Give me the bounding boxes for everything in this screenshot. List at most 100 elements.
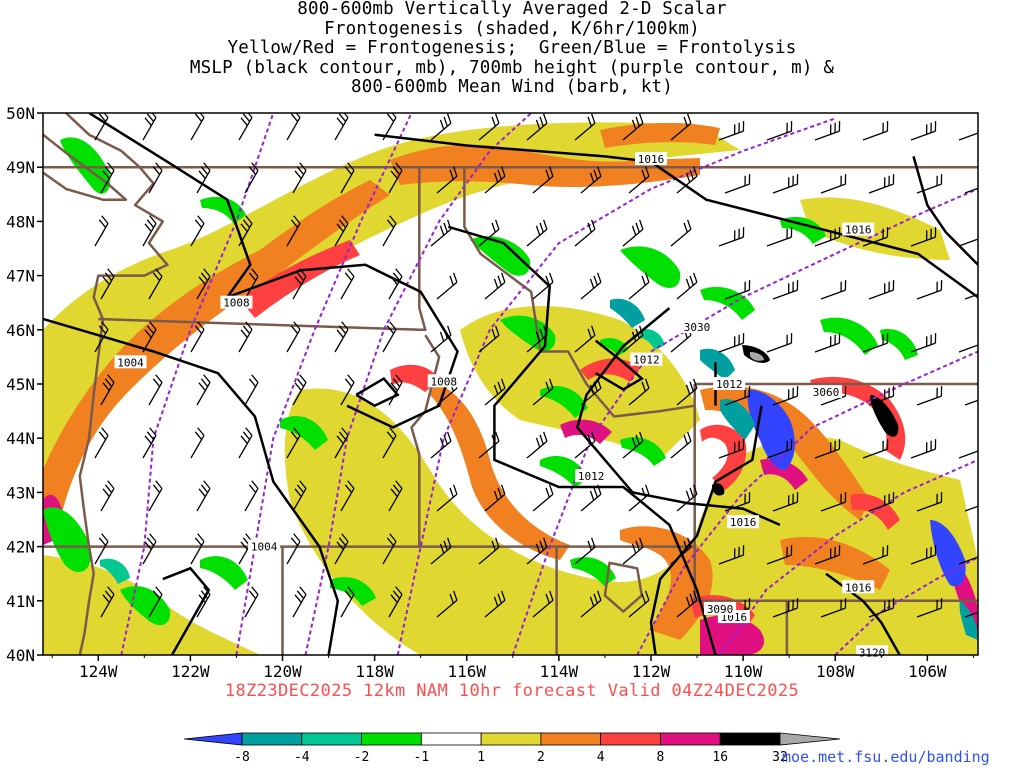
wind-barb [430, 113, 452, 141]
wind-barb [676, 272, 698, 300]
wind-barb [478, 537, 500, 565]
contour-label-bg [248, 539, 281, 553]
contour-label: 1016 [845, 581, 872, 594]
wind-barb [142, 321, 157, 353]
wind-barb [238, 427, 253, 459]
contour-label: 3030 [684, 321, 711, 334]
lon-label: 110W [724, 662, 763, 681]
wind-barb [916, 598, 943, 618]
wind-barb [484, 166, 506, 194]
wind-barb [196, 268, 211, 300]
wind-barb [196, 480, 211, 512]
mslp-contour [650, 160, 978, 299]
lon-label: 116W [447, 662, 486, 681]
wind-barb [388, 268, 403, 300]
height-contour [120, 113, 275, 655]
wind-barb [814, 439, 841, 459]
wind-barb [772, 386, 799, 406]
colorbar-tick-label: 16 [712, 750, 728, 765]
lat-label: 40N [6, 646, 35, 665]
great-salt-lake [603, 561, 644, 613]
mslp-contour [374, 133, 652, 164]
wind-barb [196, 374, 211, 406]
wind-barb [718, 439, 745, 459]
island-outline [43, 133, 128, 201]
colorbar-swatch [241, 732, 303, 746]
wind-barb [286, 427, 301, 459]
wind-barb [382, 427, 397, 459]
height-contour [511, 187, 978, 655]
wind-barb [244, 374, 259, 406]
wind-barb [574, 325, 596, 353]
wind-barb [190, 533, 205, 565]
wind-barb [580, 484, 602, 512]
wind-barb [820, 280, 847, 300]
wind-barb [340, 480, 355, 512]
mslp-contour [43, 317, 340, 655]
wind-barb [532, 590, 554, 618]
wind-barb [148, 162, 163, 194]
wind-barb [532, 484, 554, 512]
wind-barb [244, 162, 259, 194]
wind-barb [148, 480, 163, 512]
wind-barb [388, 374, 403, 406]
title-line-5: 800-600mb Mean Wind (barb, kt) [350, 77, 674, 97]
wind-barb [334, 321, 349, 353]
wind-barb [94, 427, 109, 459]
mslp-contour [594, 339, 644, 391]
colorbar-swatch [540, 732, 602, 746]
colorbar-swatch [361, 732, 422, 746]
wind-barb [820, 492, 847, 512]
wind-barb [484, 484, 506, 512]
contour-label: 1016 [730, 516, 757, 529]
wind-barb [334, 533, 349, 565]
wind-barb [238, 215, 253, 247]
wind-barb [478, 431, 500, 459]
contour-label-bg [630, 352, 663, 366]
wind-barb [964, 187, 978, 194]
title-line-3: Yellow/Red = Frontogenesis; Green/Blue =… [227, 38, 797, 58]
wind-barb [484, 378, 506, 406]
wind-barb [916, 174, 943, 194]
wind-barb [94, 533, 109, 565]
wind-barb [862, 545, 889, 565]
lon-label: 108W [816, 662, 855, 681]
wind-barb [388, 586, 403, 618]
wind-barb [622, 113, 644, 141]
lat-label: 46N [6, 321, 35, 340]
mslp-contour [912, 156, 978, 266]
lon-label: 106W [908, 662, 947, 681]
wind-barb [814, 545, 841, 565]
height-contour [719, 458, 978, 655]
wind-barb [868, 174, 895, 194]
wind-barb [814, 333, 841, 353]
source-url[interactable]: moe.met.fsu.edu/banding [782, 748, 990, 766]
wind-barb [964, 399, 978, 406]
lon-label: 124W [79, 662, 118, 681]
contour-label-bg [634, 152, 667, 166]
wind-barb [814, 227, 841, 247]
colorbar-tick-label: 8 [657, 750, 665, 765]
wind-barb [286, 321, 301, 353]
wind-barb [580, 272, 602, 300]
wind-barb [670, 537, 692, 565]
contour-label: 1016 [638, 153, 665, 166]
wind-barb [526, 537, 548, 565]
wind-barb [196, 162, 211, 194]
wind-barb [436, 590, 458, 618]
wind-barb [100, 480, 115, 512]
wind-barb [868, 280, 895, 300]
colorbar: -8 -4 -2 -1 1 2 4 8 16 32 [183, 732, 841, 765]
wind-barb [916, 492, 943, 512]
wind-barb [910, 121, 937, 141]
wind-barb [676, 166, 698, 194]
wind-barb [772, 492, 799, 512]
contour-label: 1008 [430, 375, 457, 388]
wind-barb [244, 268, 259, 300]
wind-barb [580, 590, 602, 618]
wind-barb [526, 113, 548, 141]
contour-label: 1016 [845, 224, 872, 237]
contour-label-bg [810, 385, 843, 399]
wind-barb [292, 162, 307, 194]
